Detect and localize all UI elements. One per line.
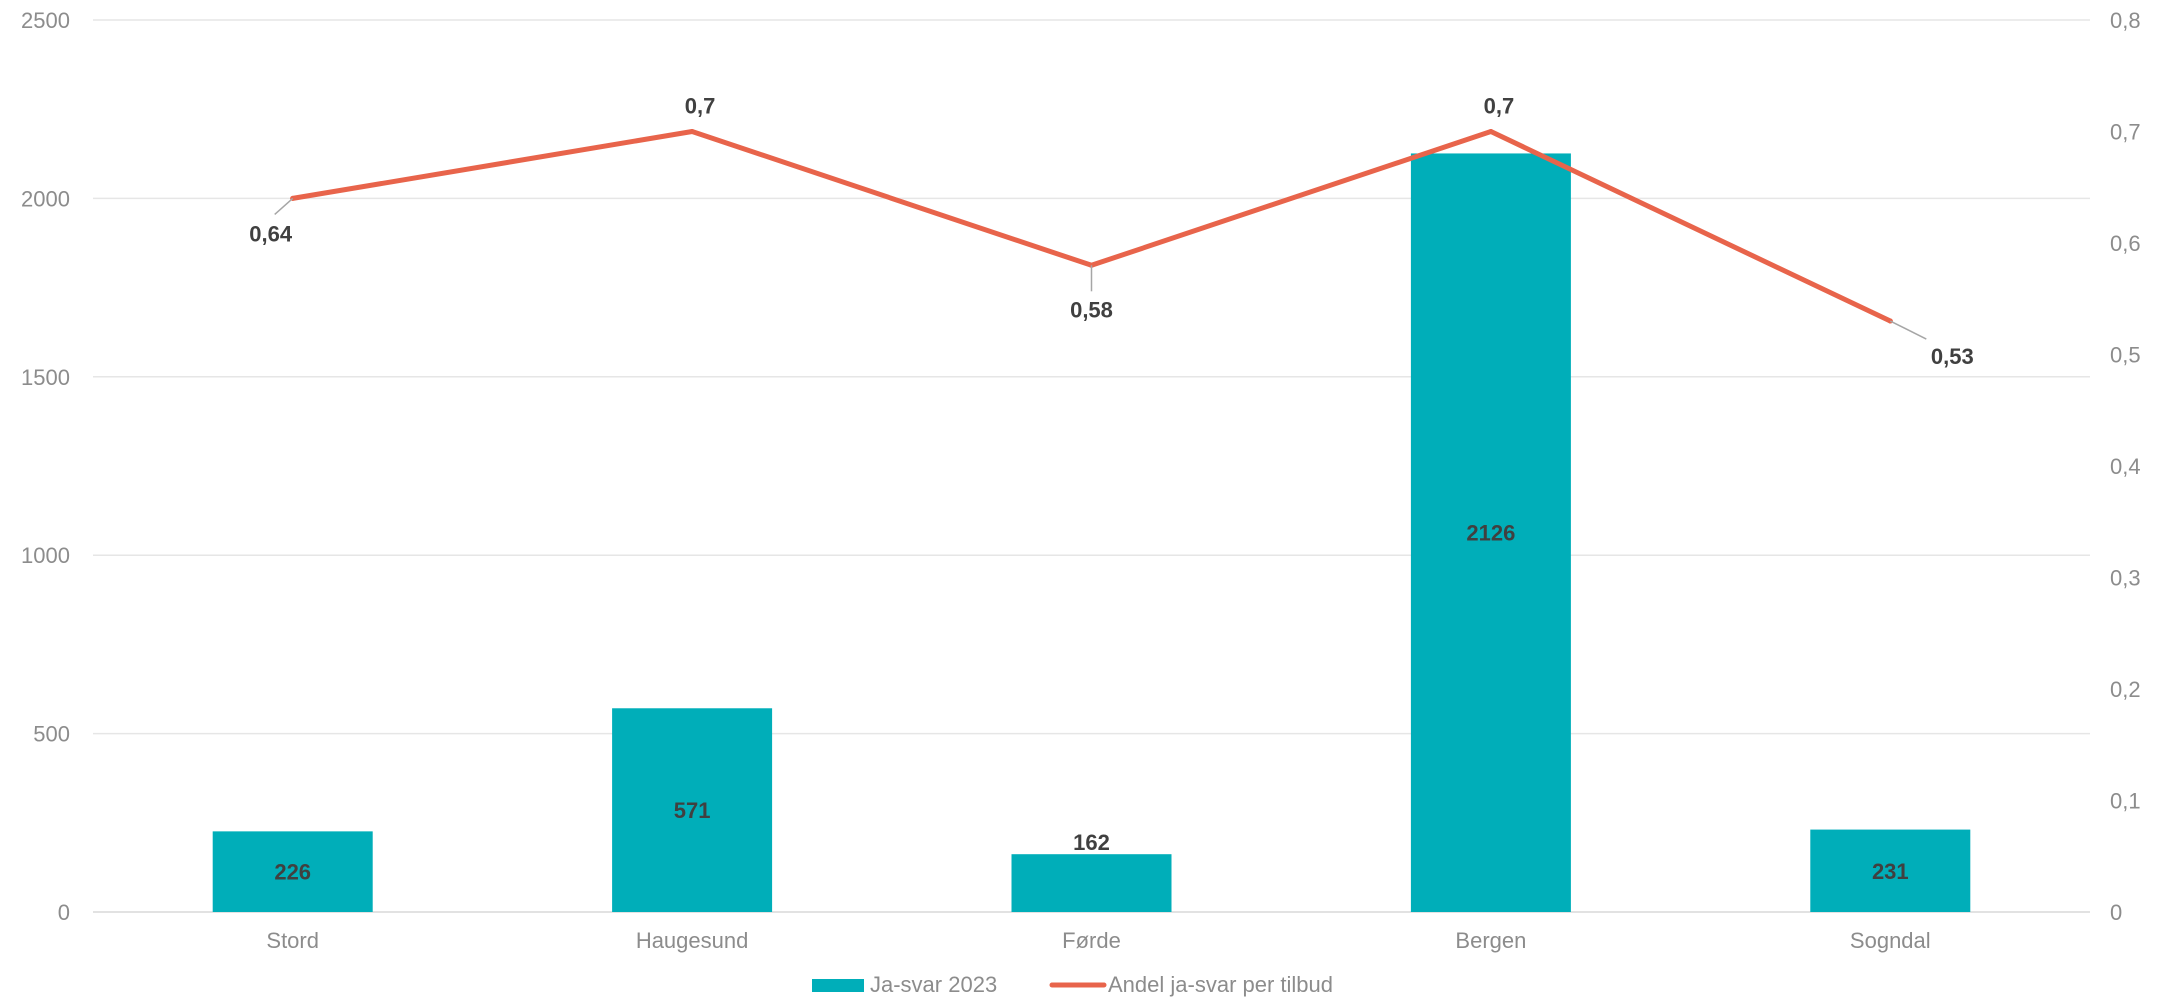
right-tick-label: 0,8 xyxy=(2110,8,2141,33)
line-point xyxy=(689,129,695,134)
legend-label-bars: Ja-svar 2023 xyxy=(870,972,997,997)
legend: Ja-svar 2023 Andel ja-svar per tilbud xyxy=(812,972,1333,997)
bar-haugesund xyxy=(612,708,773,912)
bar-data-label: 231 xyxy=(1872,859,1909,884)
bar-førde xyxy=(1011,854,1172,912)
right-tick-label: 0,3 xyxy=(2110,566,2141,591)
left-tick-label: 1500 xyxy=(21,365,70,390)
left-tick-label: 2500 xyxy=(21,8,70,33)
line-andel-ja-svar xyxy=(290,129,1893,324)
bar-data-label: 571 xyxy=(674,798,711,823)
left-tick-label: 2000 xyxy=(21,186,70,211)
label-leader-line xyxy=(1889,320,1927,340)
right-tick-label: 0,1 xyxy=(2110,789,2141,814)
right-tick-label: 0 xyxy=(2110,900,2122,925)
left-tick-label: 1000 xyxy=(21,543,70,568)
right-tick-label: 0,4 xyxy=(2110,454,2141,479)
left-tick-label: 500 xyxy=(33,722,70,747)
bar-data-label: 2126 xyxy=(1466,521,1515,546)
left-axis-ticks: 0 500 1000 1500 2000 2500 xyxy=(21,8,70,925)
right-tick-label: 0,6 xyxy=(2110,231,2141,256)
category-label: Stord xyxy=(266,928,319,953)
line-data-label: 0,64 xyxy=(249,221,293,246)
bar-series xyxy=(212,153,1971,912)
bar-stord xyxy=(212,831,373,912)
line-series xyxy=(290,129,1893,324)
data-labels: 226 571 162 2126 231 0,64 0,7 0,58 0,7 0,53 xyxy=(249,94,1973,885)
category-label: Førde xyxy=(1062,928,1121,953)
bar-sogndal xyxy=(1810,829,1971,912)
line-data-label: 0,7 xyxy=(685,94,716,119)
bar-data-label: 226 xyxy=(274,860,311,885)
category-label: Bergen xyxy=(1455,928,1526,953)
category-label: Haugesund xyxy=(636,928,749,953)
gridlines xyxy=(93,19,2090,913)
category-labels: Stord Haugesund Førde Bergen Sogndal xyxy=(266,928,1930,953)
line-data-label: 0,58 xyxy=(1070,297,1113,322)
legend-swatch-bars xyxy=(812,979,864,992)
right-axis-ticks: 0 0,1 0,2 0,3 0,4 0,5 0,6 0,7 0,8 xyxy=(2110,8,2141,925)
right-tick-label: 0,7 xyxy=(2110,120,2141,145)
label-leader-line xyxy=(274,197,294,215)
bar-data-label: 162 xyxy=(1073,830,1110,855)
line-point xyxy=(1488,129,1494,134)
bar-bergen xyxy=(1410,153,1571,912)
line-data-label: 0,53 xyxy=(1931,344,1974,369)
category-label: Sogndal xyxy=(1850,928,1931,953)
right-tick-label: 0,2 xyxy=(2110,677,2141,702)
left-tick-label: 0 xyxy=(58,900,70,925)
line-data-label: 0,7 xyxy=(1484,94,1515,119)
right-tick-label: 0,5 xyxy=(2110,343,2141,368)
legend-label-line: Andel ja-svar per tilbud xyxy=(1108,972,1333,997)
